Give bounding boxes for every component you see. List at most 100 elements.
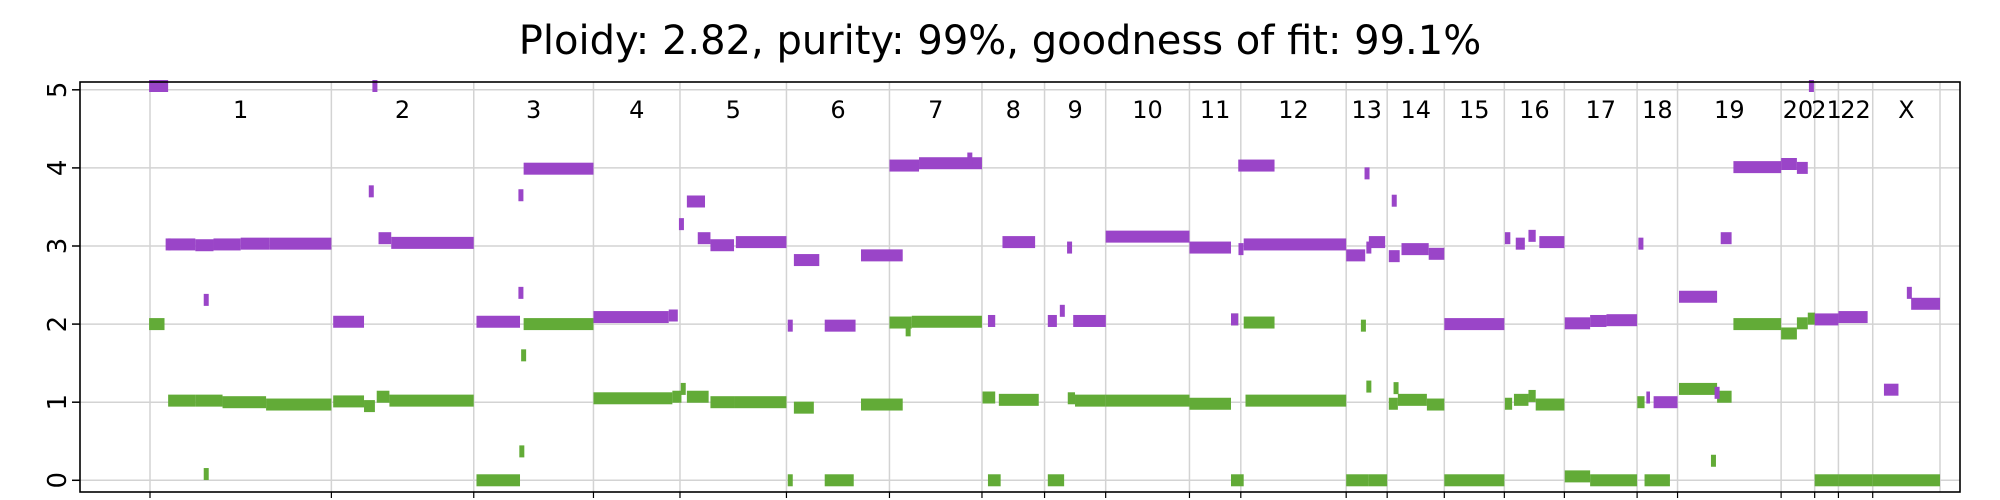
minor-segment <box>734 396 787 409</box>
major-allele-series <box>149 80 1940 409</box>
minor-segment <box>1067 392 1076 405</box>
major-segment <box>1714 386 1720 399</box>
minor-segment <box>476 474 521 487</box>
major-segment <box>593 311 669 324</box>
chromosome-label-9: 9 <box>1067 96 1082 124</box>
minor-segment <box>1637 396 1645 409</box>
major-segment <box>919 157 982 170</box>
major-segment <box>668 309 678 322</box>
major-segment <box>1364 167 1370 180</box>
minor-segment <box>987 474 1001 487</box>
minor-segment <box>168 394 196 407</box>
chromosome-label-22: 22 <box>1840 96 1871 124</box>
minor-segment <box>1426 398 1445 411</box>
y-axis: 0 1 2 3 4 5 <box>43 82 80 489</box>
plot-frame <box>79 81 1961 493</box>
chromosome-label-19: 19 <box>1714 96 1745 124</box>
chart-title: Ploidy: 2.82, purity: 99%, goodness of f… <box>519 18 1481 64</box>
major-segment <box>1346 249 1366 262</box>
minor-segment <box>905 324 911 337</box>
major-segment <box>269 237 332 250</box>
chromosome-label-18: 18 <box>1642 96 1673 124</box>
major-segment <box>1720 232 1732 245</box>
major-segment <box>523 162 594 175</box>
minor-segment <box>523 318 594 331</box>
chromosome-label-4: 4 <box>629 96 644 124</box>
major-segment <box>240 237 270 250</box>
minor-segment <box>1717 390 1732 403</box>
major-segment <box>1047 314 1057 327</box>
major-segment <box>1073 314 1106 327</box>
chromosome-label-5: 5 <box>726 96 741 124</box>
minor-segment <box>1807 312 1816 325</box>
major-segment <box>860 249 903 262</box>
minor-segment <box>911 315 982 328</box>
chromosome-label-12: 12 <box>1278 96 1309 124</box>
major-segment <box>1883 383 1899 396</box>
minor-segment <box>1796 317 1808 330</box>
minor-segment <box>333 395 365 408</box>
minor-segment <box>1781 327 1797 340</box>
major-segment <box>1391 194 1397 207</box>
major-segment <box>1606 314 1638 327</box>
major-segment <box>1105 230 1190 243</box>
minor-segment <box>787 474 793 487</box>
minor-segment <box>1678 382 1718 395</box>
major-segment <box>1428 247 1445 260</box>
major-segment <box>476 315 521 328</box>
major-segment <box>1366 241 1372 254</box>
minor-segment <box>982 391 996 404</box>
minor-segment <box>1397 393 1427 406</box>
major-segment <box>1388 250 1400 263</box>
minor-segment <box>1513 393 1529 406</box>
major-segment <box>1444 318 1505 331</box>
major-segment <box>1059 304 1065 317</box>
minor-segment <box>1366 380 1372 393</box>
major-segment <box>686 195 706 208</box>
chromosome-label-1: 1 <box>233 96 248 124</box>
minor-segment <box>364 400 375 413</box>
minor-segment <box>1590 474 1638 487</box>
major-segment <box>1733 161 1782 174</box>
major-segment <box>1539 236 1565 249</box>
major-segment <box>378 232 392 245</box>
minor-segment <box>793 401 814 414</box>
major-segment <box>1781 158 1797 170</box>
minor-segment <box>1528 389 1536 402</box>
chromosome-label-17: 17 <box>1585 96 1616 124</box>
chromosome-label-11: 11 <box>1200 96 1231 124</box>
major-segment <box>1564 317 1591 330</box>
major-segment <box>1238 243 1244 256</box>
minor-segment <box>593 392 673 405</box>
major-segment <box>1401 243 1429 256</box>
minor-segment <box>1644 474 1670 487</box>
major-segment <box>1504 232 1511 245</box>
chromosome-label-20: 20 <box>1783 96 1814 124</box>
minor-segment <box>672 390 682 403</box>
y-tick-label: 1 <box>43 394 73 411</box>
major-segment <box>1911 297 1940 310</box>
minor-segment <box>1105 394 1190 407</box>
minor-segment <box>710 396 735 409</box>
y-tick-label: 4 <box>43 160 73 177</box>
major-segment <box>1796 161 1808 174</box>
minor-segment <box>519 445 525 458</box>
major-segment <box>1646 391 1650 404</box>
major-segment <box>1368 236 1386 249</box>
minor-segment <box>1733 318 1782 331</box>
chromosome-label-2: 2 <box>395 96 410 124</box>
major-segment <box>1238 159 1275 172</box>
y-tick-label: 5 <box>43 82 73 99</box>
major-segment <box>1231 313 1239 326</box>
major-segment <box>168 238 196 251</box>
minor-segment <box>1814 474 1839 487</box>
chromosome-label-21: 21 <box>1811 96 1842 124</box>
major-segment <box>735 236 787 249</box>
chromosome-label-13: 13 <box>1351 96 1382 124</box>
major-segment <box>697 232 711 245</box>
major-segment <box>1906 286 1912 299</box>
minor-segment <box>222 396 267 409</box>
minor-segment <box>266 398 332 411</box>
